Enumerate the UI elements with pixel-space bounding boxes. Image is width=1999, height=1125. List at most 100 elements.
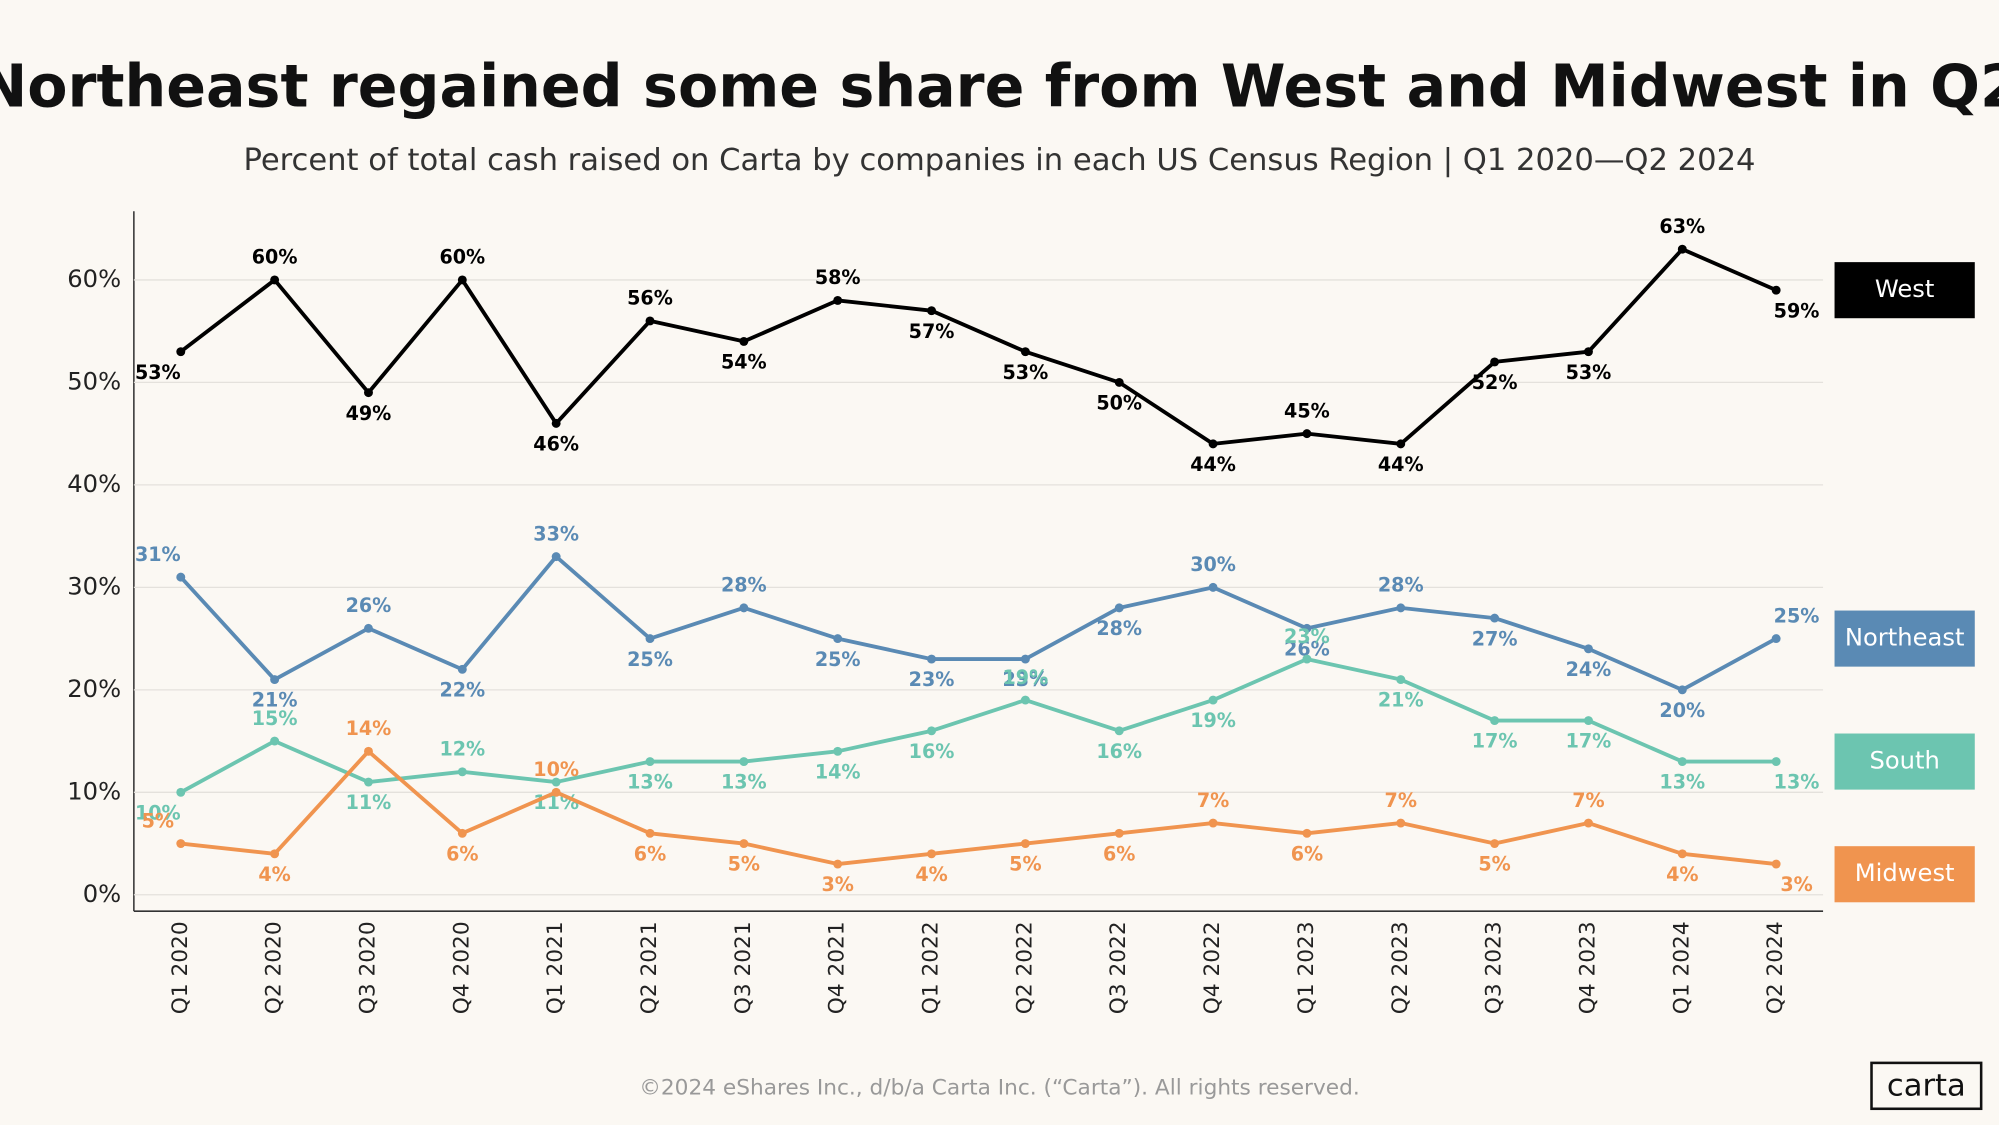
point — [1208, 439, 1218, 449]
point — [1114, 828, 1124, 838]
data-label: 33% — [533, 522, 579, 545]
data-label: 44% — [1378, 453, 1424, 476]
point — [1677, 685, 1687, 695]
point — [1677, 244, 1687, 254]
point — [1396, 439, 1406, 449]
legend-label: South — [1869, 747, 1939, 775]
data-label: 13% — [1774, 771, 1820, 794]
data-label: 27% — [1472, 627, 1518, 650]
data-label: 14% — [815, 760, 861, 783]
legend-label: Midwest — [1855, 859, 1955, 887]
point — [833, 859, 843, 869]
data-label: 25% — [1774, 604, 1820, 627]
data-label: 28% — [1096, 617, 1142, 640]
point — [1114, 603, 1124, 613]
point — [1677, 757, 1687, 767]
point — [927, 726, 937, 736]
data-label: 31% — [135, 543, 181, 566]
data-label: 5% — [728, 853, 760, 876]
point — [1396, 675, 1406, 685]
point — [1396, 818, 1406, 828]
point — [739, 603, 749, 613]
point — [551, 787, 561, 797]
x-tick-label: Q3 2021 — [731, 921, 756, 1014]
point — [1208, 818, 1218, 828]
data-label: 24% — [1566, 658, 1612, 681]
data-label: 59% — [1774, 299, 1820, 322]
data-label: 3% — [821, 873, 853, 896]
data-label: 23% — [1284, 625, 1330, 648]
point — [1020, 839, 1030, 849]
x-tick-label: Q4 2022 — [1200, 921, 1225, 1014]
data-label: 19% — [1003, 666, 1049, 689]
y-tick-label: 60% — [67, 265, 121, 293]
point — [1583, 818, 1593, 828]
data-label: 16% — [909, 740, 955, 763]
point — [1771, 634, 1781, 644]
y-tick-label: 50% — [67, 367, 121, 395]
point — [1302, 654, 1312, 664]
y-tick-label: 30% — [67, 572, 121, 600]
point — [1302, 623, 1312, 633]
x-tick-label: Q1 2024 — [1669, 921, 1694, 1014]
data-label: 23% — [909, 668, 955, 691]
point — [270, 849, 280, 859]
chart-subtitle: Percent of total cash raised on Carta by… — [243, 143, 1755, 178]
series-line — [179, 554, 1778, 692]
data-label: 13% — [1659, 771, 1705, 794]
data-label: 53% — [1003, 361, 1049, 384]
point — [1677, 849, 1687, 859]
data-label: 10% — [135, 801, 181, 824]
data-label: 30% — [1190, 553, 1236, 576]
point — [1020, 695, 1030, 705]
y-tick-label: 0% — [83, 880, 121, 908]
point — [927, 654, 937, 664]
logo-box — [1870, 1061, 1983, 1111]
data-label: 60% — [439, 246, 485, 269]
x-tick-label: Q1 2021 — [543, 921, 568, 1014]
point — [1020, 654, 1030, 664]
data-label: 10% — [533, 758, 579, 781]
point — [176, 839, 186, 849]
data-label: 6% — [634, 842, 666, 865]
point — [739, 757, 749, 767]
point — [1771, 757, 1781, 767]
data-label: 11% — [346, 791, 392, 814]
point — [1771, 859, 1781, 869]
point — [364, 777, 373, 787]
point — [176, 787, 186, 797]
point — [645, 757, 655, 767]
x-tick-label: Q2 2021 — [637, 921, 662, 1014]
data-label: 49% — [346, 402, 392, 425]
point — [1771, 285, 1781, 295]
point — [364, 388, 373, 398]
data-label: 6% — [1103, 842, 1135, 865]
legend-box — [1834, 733, 1975, 790]
y-tick-label: 20% — [67, 675, 121, 703]
data-label: 57% — [909, 320, 955, 343]
data-label: 7% — [1572, 789, 1604, 812]
point — [551, 418, 561, 428]
y-tick-label: 40% — [67, 470, 121, 498]
data-label: 17% — [1472, 730, 1518, 753]
data-label: 28% — [721, 574, 767, 597]
x-tick-label: Q3 2020 — [355, 921, 380, 1014]
data-label: 46% — [533, 433, 579, 456]
legend-label: West — [1875, 275, 1935, 303]
data-label: 60% — [252, 246, 298, 269]
data-label: 28% — [1378, 574, 1424, 597]
x-tick-label: Q2 2022 — [1012, 921, 1037, 1014]
data-label: 22% — [439, 679, 485, 702]
x-tick-label: Q2 2024 — [1763, 921, 1788, 1014]
data-label: 12% — [439, 738, 485, 761]
series-line — [179, 657, 1777, 794]
chart-title: Northeast regained some share from West … — [0, 52, 1999, 120]
point — [457, 664, 467, 674]
footer: ©2024 eShares Inc., d/b/a Carta Inc. (“C… — [639, 1075, 1359, 1100]
x-tick-label: Q4 2023 — [1575, 921, 1600, 1014]
point — [270, 736, 280, 746]
point — [1020, 347, 1030, 357]
x-tick-label: Q4 2021 — [825, 921, 850, 1014]
point — [1302, 429, 1312, 439]
y-tick-label: 10% — [67, 777, 121, 805]
